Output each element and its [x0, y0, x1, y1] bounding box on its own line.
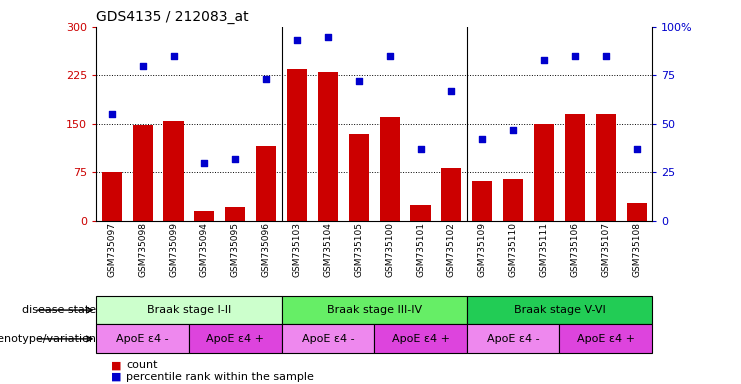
Point: [631, 146, 642, 152]
Text: ApoE ε4 +: ApoE ε4 +: [206, 334, 265, 344]
Bar: [559, 324, 652, 353]
Bar: [318, 72, 338, 221]
Point: [167, 53, 179, 59]
Bar: [189, 324, 282, 353]
Text: percentile rank within the sample: percentile rank within the sample: [126, 372, 314, 382]
Point: [136, 63, 148, 69]
Point: [476, 136, 488, 142]
Point: [445, 88, 457, 94]
Bar: [96, 324, 189, 353]
Bar: [164, 121, 184, 221]
Bar: [379, 118, 399, 221]
Point: [353, 78, 365, 84]
Text: ApoE ε4 -: ApoE ε4 -: [302, 334, 354, 344]
Bar: [627, 203, 647, 221]
Text: genotype/variation: genotype/variation: [0, 334, 96, 344]
Point: [569, 53, 581, 59]
Bar: [349, 134, 369, 221]
Point: [384, 53, 396, 59]
Text: ApoE ε4 -: ApoE ε4 -: [487, 334, 539, 344]
Text: GDS4135 / 212083_at: GDS4135 / 212083_at: [96, 10, 249, 25]
Bar: [503, 179, 523, 221]
Text: ApoE ε4 +: ApoE ε4 +: [391, 334, 450, 344]
Point: [260, 76, 272, 82]
Point: [507, 127, 519, 133]
Bar: [282, 324, 374, 353]
Bar: [225, 207, 245, 221]
Point: [229, 156, 241, 162]
Point: [600, 53, 612, 59]
Text: ■: ■: [111, 372, 122, 382]
Bar: [96, 296, 282, 324]
Point: [538, 57, 550, 63]
Bar: [565, 114, 585, 221]
Bar: [467, 324, 559, 353]
Bar: [467, 296, 652, 324]
Bar: [442, 168, 462, 221]
Point: [415, 146, 427, 152]
Bar: [472, 181, 492, 221]
Bar: [596, 114, 616, 221]
Point: [199, 160, 210, 166]
Bar: [256, 146, 276, 221]
Point: [291, 37, 303, 43]
Bar: [133, 125, 153, 221]
Text: count: count: [126, 360, 158, 370]
Text: Braak stage I-II: Braak stage I-II: [147, 305, 231, 315]
Text: ApoE ε4 -: ApoE ε4 -: [116, 334, 169, 344]
Text: ApoE ε4 +: ApoE ε4 +: [576, 334, 635, 344]
Bar: [287, 69, 307, 221]
Bar: [194, 211, 214, 221]
Text: Braak stage V-VI: Braak stage V-VI: [514, 305, 605, 315]
Point: [106, 111, 118, 117]
Bar: [534, 124, 554, 221]
Bar: [282, 296, 467, 324]
Text: ■: ■: [111, 360, 122, 370]
Text: Braak stage III-IV: Braak stage III-IV: [327, 305, 422, 315]
Bar: [374, 324, 467, 353]
Point: [322, 33, 333, 40]
Text: disease state: disease state: [22, 305, 96, 315]
Bar: [102, 172, 122, 221]
Bar: [411, 205, 431, 221]
